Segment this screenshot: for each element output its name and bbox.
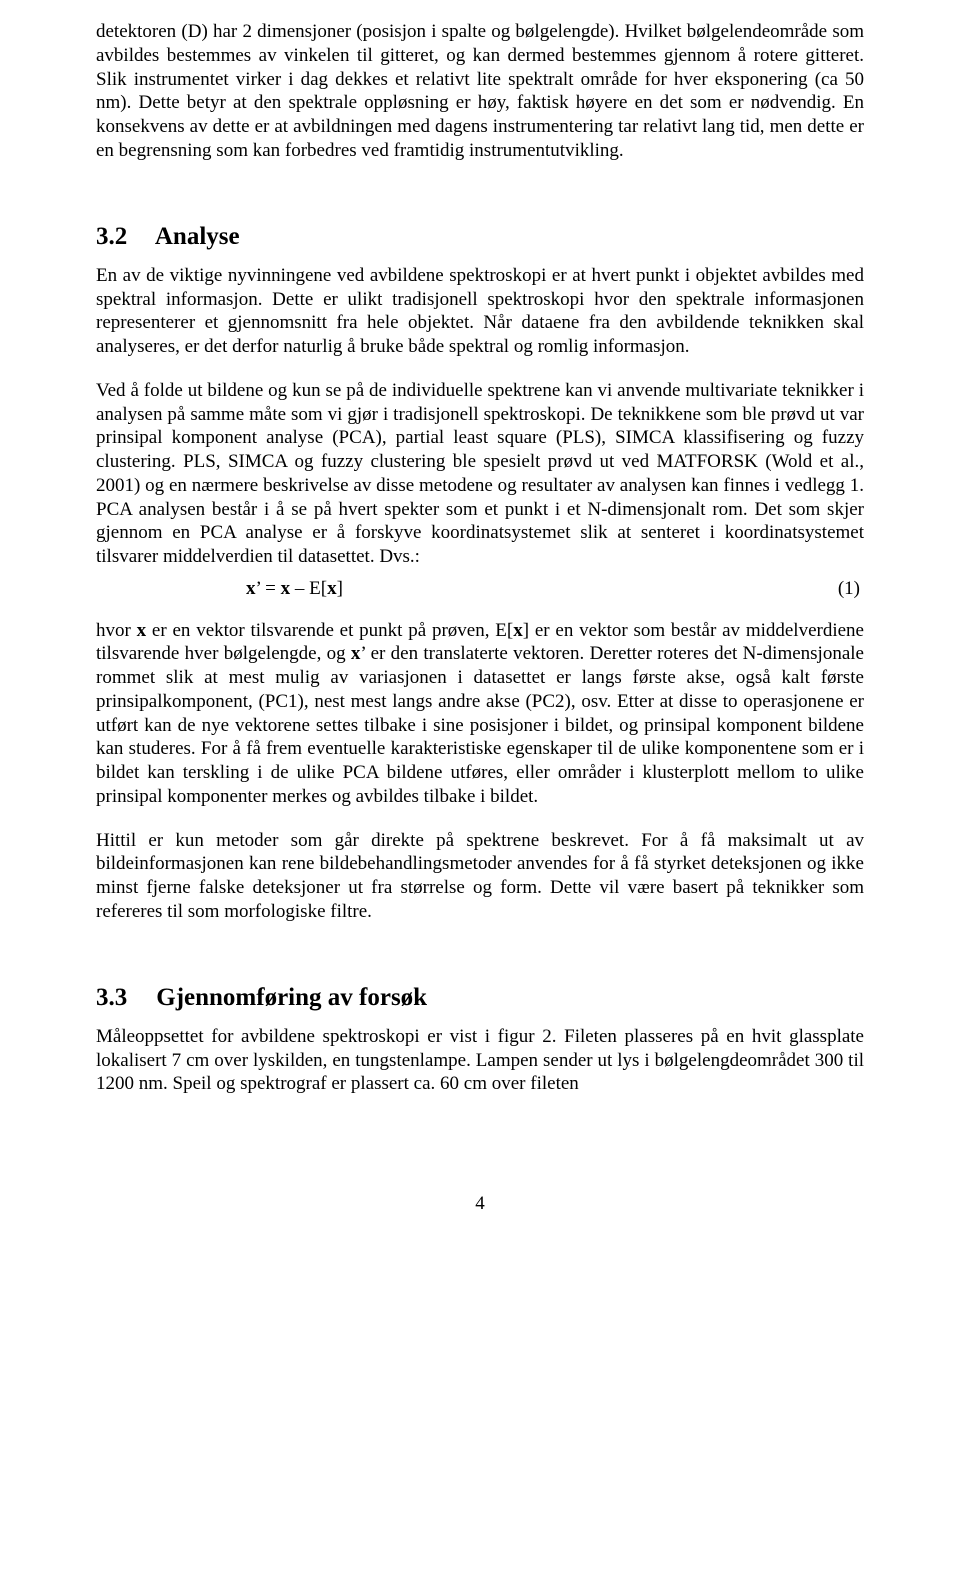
vector-x-2: x [513,620,523,641]
analyse-paragraph-4: Hittil er kun metoder som går direkte på… [96,829,864,924]
equation-x-rhs1: x [281,578,291,599]
equation-minus: – E[ [290,578,327,599]
analyse-paragraph-3: hvor x er en vektor tilsvarende et punkt… [96,619,864,809]
equation-body: x’ = x – E[x] [246,577,343,601]
analyse-paragraph-2: Ved å folde ut bildene og kun se på de i… [96,379,864,569]
equation-close: ] [337,578,343,599]
p3-body3: ’ er den translaterte vektoren. Deretter… [96,643,864,807]
vector-x-3: x [351,643,361,664]
analyse-paragraph-1: En av de viktige nyvinningene ved avbild… [96,264,864,359]
section-number: 3.2 [96,221,150,252]
page-number: 4 [96,1192,864,1216]
equation-prime: ’ [256,578,266,599]
equation-equals: = [265,578,280,599]
document-page: detektoren (D) har 2 dimensjoner (posisj… [0,0,960,1256]
section-number: 3.3 [96,982,150,1013]
equation-x-lhs: x [246,578,256,599]
section-title: Analyse [155,223,240,250]
equation-1: x’ = x – E[x] (1) [96,577,864,601]
forsok-paragraph-1: Måleoppsettet for avbildene spektroskopi… [96,1025,864,1096]
intro-paragraph: detektoren (D) har 2 dimensjoner (posisj… [96,20,864,163]
p3-body: er en vektor tilsvarende et punkt på prø… [146,620,513,641]
equation-x-rhs2: x [327,578,337,599]
p3-prefix: hvor [96,620,137,641]
section-heading-3-2: 3.2 Analyse [96,221,864,252]
section-title: Gjennomføring av forsøk [156,984,427,1011]
vector-x-1: x [137,620,147,641]
section-heading-3-3: 3.3 Gjennomføring av forsøk [96,982,864,1013]
equation-number: (1) [838,577,864,601]
